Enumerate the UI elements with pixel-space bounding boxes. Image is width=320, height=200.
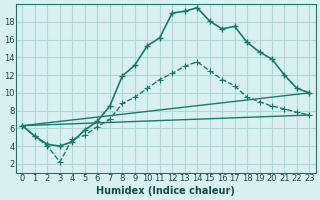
X-axis label: Humidex (Indice chaleur): Humidex (Indice chaleur) (97, 186, 236, 196)
